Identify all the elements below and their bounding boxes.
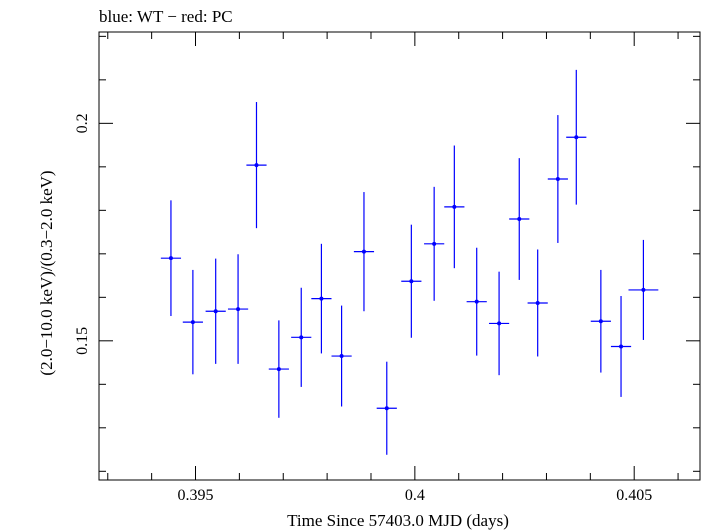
- data-point: [227, 254, 249, 364]
- y-axis-label: (2.0−10.0 keV)/(0.3−2.0 keV): [37, 170, 56, 375]
- point-marker: [598, 319, 603, 324]
- data-point: [205, 258, 226, 364]
- data-point: [424, 186, 445, 301]
- point-marker: [254, 163, 259, 168]
- point-marker: [619, 344, 624, 349]
- x-tick-label: 0.4: [405, 487, 425, 504]
- data-point: [547, 115, 568, 243]
- point-marker: [276, 367, 281, 372]
- point-marker: [432, 241, 437, 246]
- point-marker: [555, 177, 560, 182]
- data-point: [566, 69, 587, 205]
- point-marker: [452, 204, 457, 209]
- plot-border: [98, 31, 701, 481]
- point-marker: [236, 307, 241, 312]
- x-axis-label: Time Since 57403.0 MJD (days): [287, 511, 509, 530]
- data-point: [590, 269, 611, 373]
- data-point: [182, 269, 203, 375]
- point-marker: [535, 300, 540, 305]
- point-marker: [517, 217, 522, 222]
- data-point: [246, 102, 267, 229]
- point-marker: [319, 296, 324, 301]
- data-point: [488, 271, 510, 376]
- point-marker: [474, 299, 479, 304]
- y-tick-label: 0.2: [74, 113, 91, 133]
- plot-frame: [98, 31, 701, 481]
- data-point: [331, 305, 352, 407]
- point-marker: [299, 335, 304, 340]
- data-series-points: [160, 69, 659, 455]
- data-point: [509, 158, 530, 280]
- data-point: [444, 145, 465, 269]
- data-point: [610, 296, 632, 397]
- y-axis: 0.15 0.2: [74, 35, 700, 472]
- data-point: [353, 192, 375, 312]
- x-tick-label: 0.395: [178, 487, 214, 504]
- data-point: [311, 243, 332, 354]
- data-point: [628, 239, 659, 340]
- point-marker: [409, 279, 414, 284]
- data-point: [160, 200, 182, 317]
- x-axis: 0.395 0.4 0.405: [107, 32, 679, 504]
- point-marker: [361, 249, 366, 254]
- point-marker: [213, 309, 218, 314]
- point-marker: [641, 287, 646, 292]
- y-tick-label: 0.15: [74, 327, 91, 355]
- point-marker: [497, 321, 502, 326]
- chart-title: blue: WT − red: PC: [99, 7, 233, 26]
- data-point: [401, 224, 422, 338]
- point-marker: [384, 406, 389, 411]
- x-tick-label: 0.405: [616, 487, 652, 504]
- data-point: [268, 320, 289, 418]
- data-point: [527, 249, 548, 357]
- point-marker: [168, 256, 173, 261]
- point-marker: [190, 320, 195, 325]
- point-marker: [574, 135, 579, 140]
- data-point: [376, 361, 397, 455]
- data-point: [291, 287, 312, 387]
- point-marker: [339, 354, 344, 359]
- data-point: [466, 247, 487, 356]
